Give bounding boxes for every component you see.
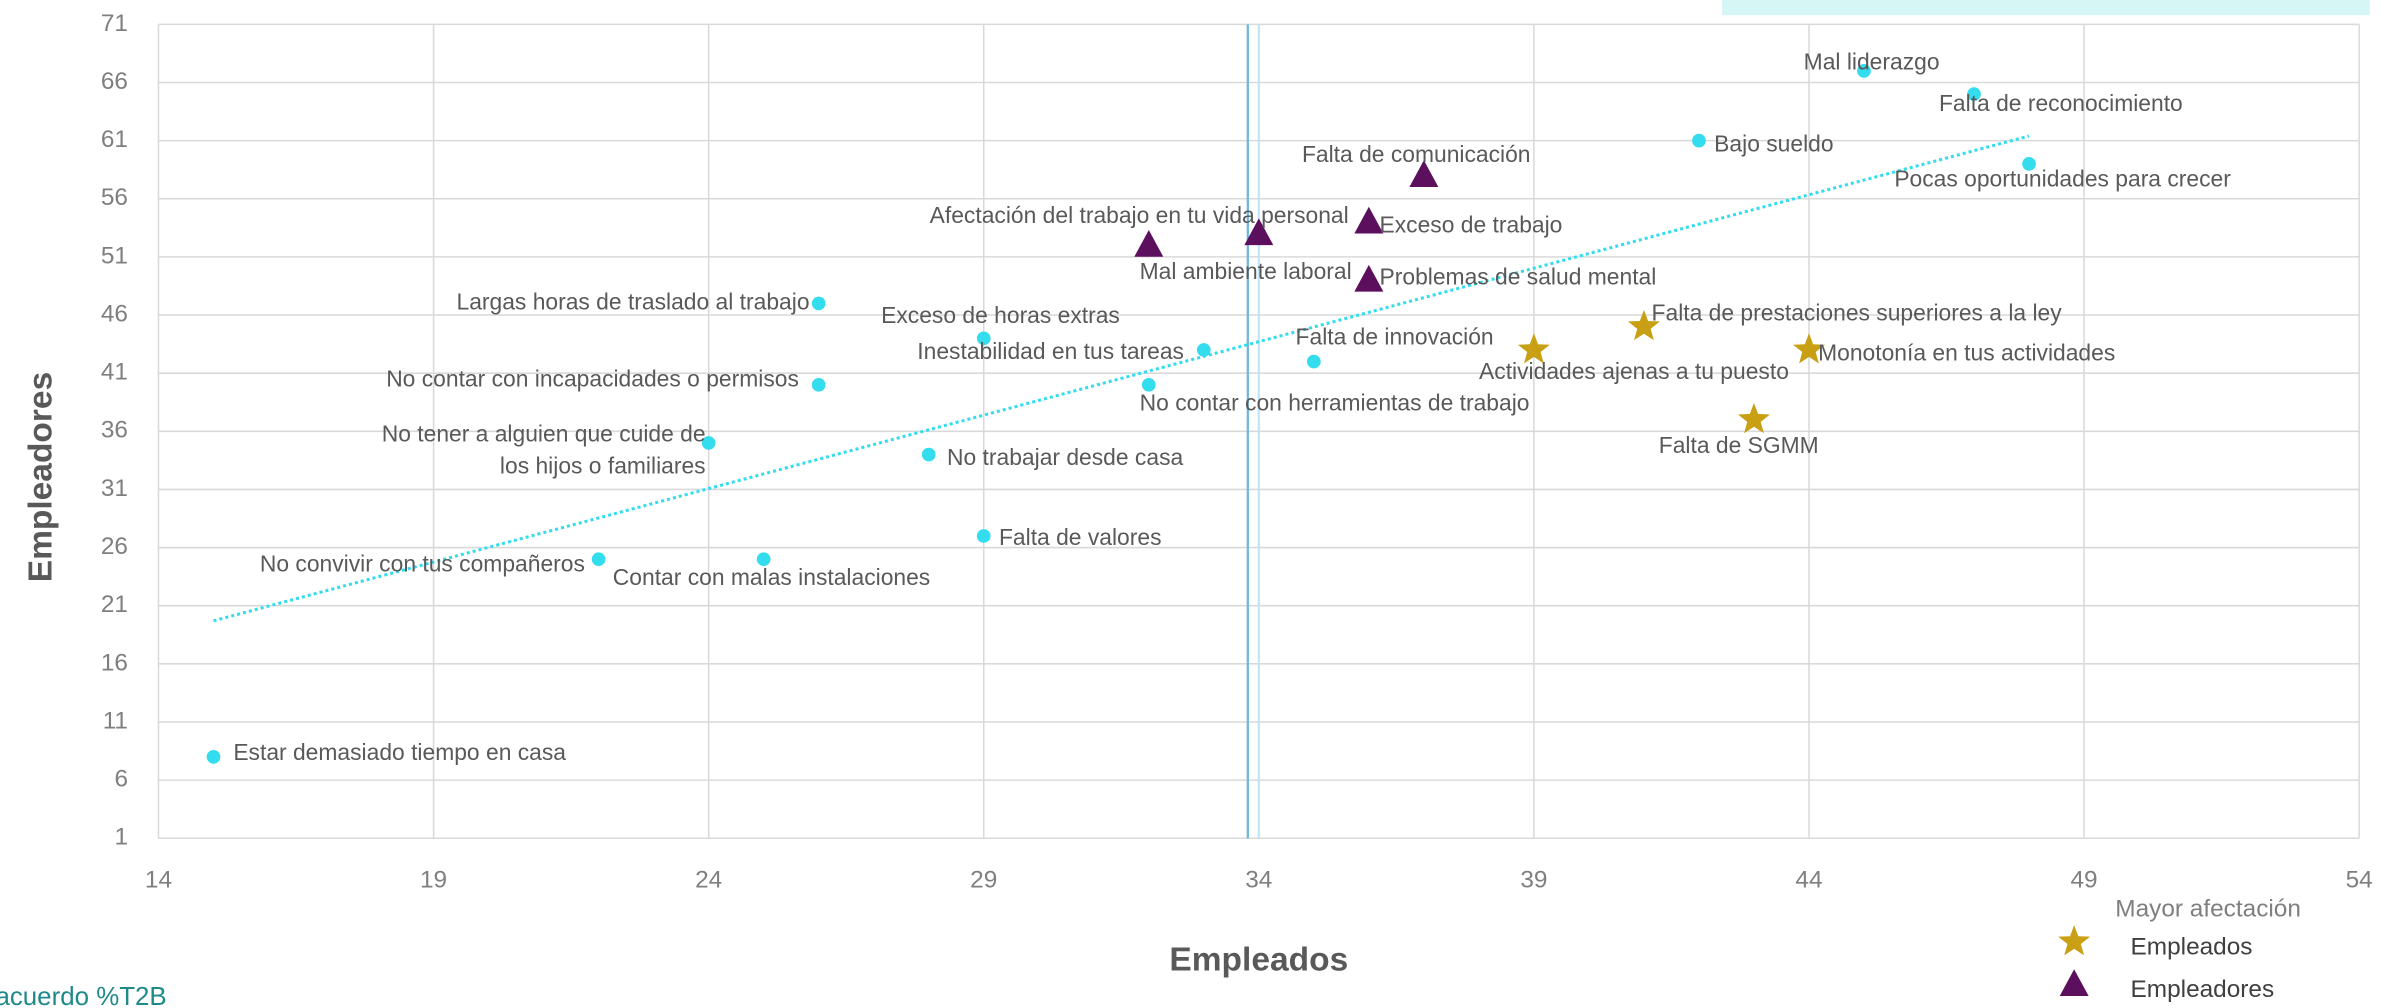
data-point bbox=[1354, 206, 1384, 234]
data-point bbox=[1627, 309, 1660, 341]
point-label: No trabajar desde casa bbox=[947, 444, 1183, 470]
y-tick-label: 16 bbox=[101, 649, 128, 676]
data-point bbox=[1196, 343, 1211, 357]
y-tick-label: 46 bbox=[101, 300, 128, 327]
legend-marker bbox=[2058, 925, 2091, 956]
legend-label: Empleadores bbox=[2131, 976, 2275, 1003]
y-tick-label: 21 bbox=[101, 591, 128, 618]
data-point bbox=[1792, 333, 1825, 364]
data-point bbox=[756, 552, 771, 567]
x-axis-title: Empleados bbox=[1169, 942, 1348, 979]
y-tick-label: 6 bbox=[114, 766, 128, 793]
point-label: Contar con malas instalaciones bbox=[613, 564, 930, 590]
x-tick-label: 34 bbox=[1245, 866, 1272, 893]
y-axis-title: Empleadores bbox=[23, 372, 60, 583]
y-tick-label: 26 bbox=[101, 533, 128, 560]
data-point bbox=[976, 331, 991, 346]
point-label: No convivir con tus compañeros bbox=[260, 550, 585, 576]
y-tick-label: 1 bbox=[114, 824, 128, 851]
point-label: No contar con herramientas de trabajo bbox=[1140, 390, 1530, 416]
data-point bbox=[811, 296, 826, 311]
point-label: Actividades ajenas a tu puesto bbox=[1479, 358, 1789, 384]
x-tick-label: 29 bbox=[970, 866, 997, 893]
point-label: Falta de valores bbox=[999, 524, 1162, 550]
header-box bbox=[1722, 0, 2370, 16]
point-label: Problemas de salud mental bbox=[1380, 264, 1657, 290]
data-point bbox=[811, 377, 826, 392]
legend-marker bbox=[2059, 969, 2089, 996]
data-point bbox=[1967, 87, 1981, 102]
point-label: Falta de innovación bbox=[1296, 324, 1494, 350]
x-tick-label: 44 bbox=[1795, 866, 1822, 893]
y-tick-label: 36 bbox=[101, 417, 128, 444]
x-tick-label: 19 bbox=[420, 866, 447, 893]
x-tick-label: 14 bbox=[145, 866, 172, 893]
point-label: Largas horas de traslado al trabajo bbox=[457, 288, 810, 314]
point-label: No tener a alguien que cuide de los hijos… bbox=[382, 420, 706, 478]
x-tick-label: 49 bbox=[2070, 866, 2097, 893]
point-label: Estar demasiado tiempo en casa bbox=[233, 739, 566, 765]
point-label: Falta de comunicación bbox=[1302, 141, 1531, 167]
point-label: Pocas oportunidades para crecer bbox=[1894, 166, 2231, 192]
data-point bbox=[1517, 333, 1550, 364]
y-tick-label: 56 bbox=[101, 184, 128, 211]
data-point bbox=[1306, 354, 1321, 369]
y-tick-label: 51 bbox=[101, 242, 128, 269]
data-point bbox=[1244, 218, 1274, 246]
y-tick-label: 11 bbox=[103, 707, 128, 734]
point-label: Exceso de trabajo bbox=[1380, 212, 1563, 238]
y-tick-label: 61 bbox=[101, 126, 128, 153]
data-point bbox=[206, 749, 221, 764]
data-point bbox=[1134, 230, 1164, 257]
data-point bbox=[1141, 377, 1156, 392]
data-point bbox=[1857, 64, 1871, 78]
data-point bbox=[1737, 402, 1770, 434]
data-point bbox=[591, 552, 606, 567]
x-tick-label: 24 bbox=[695, 866, 722, 893]
y-tick-label: 41 bbox=[101, 359, 128, 386]
point-label: Afectación del trabajo en tu vida person… bbox=[930, 202, 1349, 228]
legend-title: Mayor afectación bbox=[2115, 895, 2301, 922]
y-tick-label: 71 bbox=[101, 10, 128, 37]
point-label: Mal liderazgo bbox=[1804, 48, 1940, 74]
x-tick-label: 54 bbox=[2346, 866, 2373, 893]
footnote: acuerdo %T2B bbox=[0, 983, 167, 1008]
trendline bbox=[213, 134, 2030, 623]
point-label: Falta de SGMM bbox=[1659, 432, 1819, 458]
data-point bbox=[1354, 264, 1384, 292]
point-label: Exceso de horas extras bbox=[881, 302, 1120, 328]
data-point bbox=[1409, 160, 1439, 187]
point-label: Mal ambiente laboral bbox=[1140, 258, 1352, 284]
point-label: Falta de reconocimiento bbox=[1939, 90, 2183, 116]
point-label: Inestabilidad en tus tareas bbox=[917, 338, 1184, 364]
y-tick-label: 31 bbox=[101, 475, 128, 502]
data-point bbox=[2022, 157, 2036, 171]
y-tick-label: 66 bbox=[101, 68, 128, 95]
point-label: No contar con incapacidades o permisos bbox=[386, 365, 799, 391]
data-point bbox=[976, 529, 991, 543]
data-point bbox=[921, 447, 936, 462]
data-point bbox=[701, 436, 716, 450]
point-label: Falta de prestaciones superiores a la le… bbox=[1652, 300, 2063, 326]
point-label: Monotonía en tus actividades bbox=[1818, 340, 2115, 366]
point-label: Bajo sueldo bbox=[1714, 130, 1833, 156]
legend-label: Empleados bbox=[2131, 933, 2253, 960]
x-tick-label: 39 bbox=[1520, 866, 1547, 893]
data-point bbox=[1692, 133, 1706, 148]
